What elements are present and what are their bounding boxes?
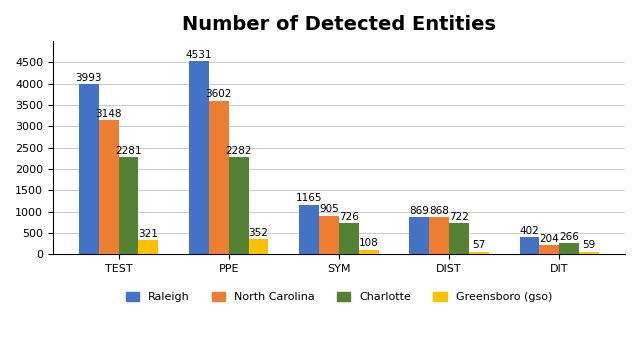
Text: 108: 108 — [359, 238, 378, 248]
Text: 868: 868 — [429, 206, 449, 216]
Text: 57: 57 — [472, 240, 486, 251]
Bar — [209, 101, 228, 254]
Bar — [228, 157, 248, 254]
Text: 321: 321 — [138, 229, 158, 239]
Text: 59: 59 — [582, 240, 596, 251]
Bar — [579, 252, 599, 254]
Bar — [189, 61, 209, 254]
Text: 402: 402 — [520, 226, 540, 236]
Text: 3148: 3148 — [95, 109, 122, 119]
Bar — [118, 157, 138, 254]
Bar — [99, 120, 118, 254]
Text: 905: 905 — [319, 204, 339, 214]
Text: 204: 204 — [540, 234, 559, 244]
Bar — [559, 243, 579, 254]
Title: Number of Detected Entities: Number of Detected Entities — [182, 15, 496, 34]
Bar — [319, 216, 339, 254]
Text: 1165: 1165 — [296, 193, 323, 203]
Text: 3602: 3602 — [205, 89, 232, 99]
Text: 726: 726 — [339, 212, 359, 222]
Text: 2281: 2281 — [115, 146, 141, 156]
Bar — [429, 217, 449, 254]
Bar — [540, 245, 559, 254]
Bar — [449, 224, 469, 254]
Text: 352: 352 — [248, 228, 268, 238]
Text: 722: 722 — [449, 212, 469, 222]
Bar — [79, 84, 99, 254]
Legend: Raleigh, North Carolina, Charlotte, Greensboro (gso): Raleigh, North Carolina, Charlotte, Gree… — [122, 288, 557, 307]
Bar — [339, 223, 359, 254]
Text: 3993: 3993 — [76, 73, 102, 83]
Bar — [520, 237, 540, 254]
Text: 266: 266 — [559, 231, 579, 242]
Bar — [300, 204, 319, 254]
Bar — [410, 217, 429, 254]
Text: 2282: 2282 — [225, 146, 252, 156]
Bar — [138, 240, 158, 254]
Bar — [359, 249, 379, 254]
Text: 4531: 4531 — [186, 50, 212, 60]
Bar — [248, 239, 268, 254]
Bar — [469, 252, 489, 254]
Text: 869: 869 — [410, 206, 429, 216]
